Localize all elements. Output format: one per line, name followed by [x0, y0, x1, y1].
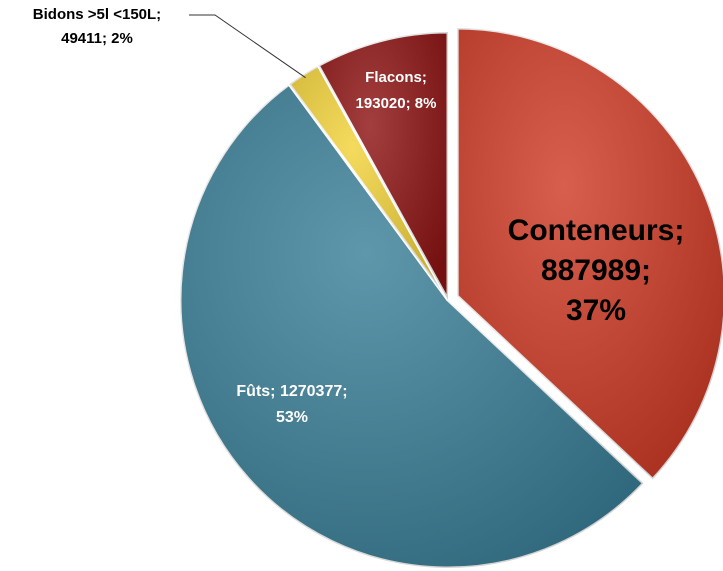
data-label: 193020; 8% [356, 95, 437, 112]
slice-shade [457, 28, 723, 480]
data-label: 887989; [541, 254, 651, 287]
labels: Conteneurs; 887989; 37% Fûts; 1270377; 53% Bi… [33, 6, 685, 426]
data-label: Conteneurs; [508, 214, 685, 247]
data-label: Flacons; [365, 69, 427, 86]
leader-line [189, 14, 306, 79]
data-label: Bidons >5l <150L; [33, 6, 161, 23]
data-label: 53% [276, 409, 308, 426]
data-label: Fûts; 1270377; [236, 383, 347, 400]
data-label: 37% [566, 294, 626, 327]
slice-shade [179, 84, 644, 568]
pie [178, 26, 723, 570]
slice-shade [289, 65, 448, 300]
slice-shade [318, 31, 448, 300]
data-label: 49411; 2% [61, 30, 133, 47]
